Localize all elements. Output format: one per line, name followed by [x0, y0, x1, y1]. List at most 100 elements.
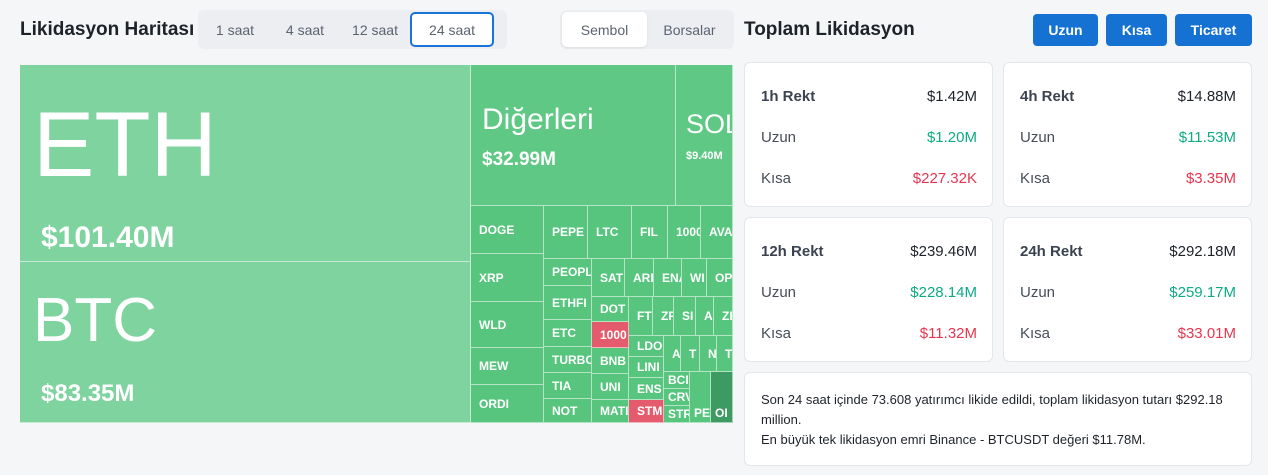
short-value: $11.32M	[919, 325, 977, 342]
tile-symbol: SOL	[686, 109, 732, 139]
time-option-24h[interactable]: 24 saat	[410, 12, 494, 47]
tile-amount: $32.99M	[482, 149, 556, 170]
tile-fil[interactable]: FIL	[632, 206, 668, 259]
tile-ft[interactable]: FT	[629, 297, 653, 336]
tile-amount: $101.40M	[41, 221, 175, 254]
view-selector: Sembol Borsalar	[560, 10, 734, 49]
rekt-card-1h: 1h Rekt $1.42M Uzun $1.20M Kısa $227.32K	[744, 62, 993, 207]
short-label: Kısa	[761, 325, 792, 342]
time-option-12h[interactable]: 12 saat	[352, 21, 398, 38]
time-range-selector: 1 saat 4 saat 12 saat 24 saat	[198, 10, 507, 49]
tile-n[interactable]: N	[700, 336, 717, 372]
liquidation-treemap: ETH $101.40M BTC $83.35M Diğerleri $32.9…	[20, 65, 733, 423]
tile-stm[interactable]: STM	[629, 400, 664, 423]
tile-sat[interactable]: SAT	[592, 259, 625, 297]
tile-mew[interactable]: MEW	[471, 348, 544, 385]
short-value: $33.01M	[1177, 325, 1236, 342]
tile-avax[interactable]: AVA	[701, 206, 733, 259]
tile-ens[interactable]: ENS	[629, 378, 664, 400]
rekt-card-12h: 12h Rekt $239.46M Uzun $228.14M Kısa $11.32…	[744, 217, 993, 362]
card-label: 1h Rekt	[761, 88, 816, 105]
tile-t[interactable]: T	[681, 336, 700, 372]
tile-tia[interactable]: TIA	[544, 373, 592, 399]
tile-op[interactable]: OP	[707, 259, 733, 297]
tile-strk[interactable]: STR	[664, 406, 690, 423]
long-value: $228.14M	[910, 284, 977, 301]
tile-wif[interactable]: WI	[682, 259, 707, 297]
tile-zi[interactable]: ZI	[714, 297, 733, 336]
short-button[interactable]: Kısa	[1106, 14, 1167, 46]
summary-line-1: Son 24 saat içinde 73.608 yatırımcı liki…	[761, 392, 1223, 427]
long-button[interactable]: Uzun	[1033, 14, 1098, 46]
tile-people[interactable]: PEOPL	[544, 259, 592, 286]
time-option-4h[interactable]: 4 saat	[285, 21, 325, 38]
tile-wld[interactable]: WLD	[471, 302, 544, 348]
tile-si[interactable]: SI	[674, 297, 696, 336]
tile-a[interactable]: A	[696, 297, 714, 336]
tile-amount: $83.35M	[41, 380, 135, 407]
long-label: Uzun	[1020, 129, 1056, 146]
card-label: 12h Rekt	[761, 243, 824, 260]
long-value: $11.53M	[1178, 129, 1236, 146]
trade-button[interactable]: Ticaret	[1175, 14, 1252, 46]
tile-crv[interactable]: CRV	[664, 389, 690, 406]
tile-matic[interactable]: MATI	[592, 400, 629, 423]
view-option-exchanges[interactable]: Borsalar	[663, 21, 716, 38]
card-label: 4h Rekt	[1020, 88, 1075, 105]
long-label: Uzun	[1020, 284, 1056, 301]
tile-ethfi[interactable]: ETHFI	[544, 286, 592, 320]
tile-pepe[interactable]: PEPE	[544, 206, 588, 259]
tile-xrp[interactable]: XRP	[471, 254, 544, 302]
tile-others[interactable]: Diğerleri $32.99M	[471, 65, 676, 206]
tile-link[interactable]: LINI	[629, 357, 664, 378]
card-total: $292.18M	[1169, 243, 1236, 260]
tile-eth[interactable]: ETH $101.40M	[20, 65, 471, 262]
card-total: $14.88M	[1177, 88, 1236, 105]
tile-zr[interactable]: ZR	[653, 297, 674, 336]
tile-not[interactable]: NOT	[544, 399, 592, 423]
tile-t2[interactable]: T	[717, 336, 733, 372]
long-label: Uzun	[761, 284, 797, 301]
tile-sol[interactable]: SOL $9.40M	[676, 65, 733, 206]
tile-ena[interactable]: ENA	[654, 259, 682, 297]
view-option-symbol[interactable]: Sembol	[562, 12, 647, 47]
card-total: $1.42M	[926, 88, 977, 105]
short-label: Kısa	[1020, 325, 1051, 342]
tile-etc[interactable]: ETC	[544, 320, 592, 347]
tile-1000-a[interactable]: 1000	[668, 206, 701, 259]
long-value: $259.17M	[1169, 284, 1236, 301]
short-label: Kısa	[761, 170, 792, 187]
tile-ordi[interactable]: ORDI	[471, 385, 544, 423]
rekt-card-4h: 4h Rekt $14.88M Uzun $11.53M Kısa $3.35M	[1003, 62, 1252, 207]
tile-oi[interactable]: OI	[711, 372, 733, 423]
tile-doge[interactable]: DOGE	[471, 206, 544, 254]
liquidation-summary: Son 24 saat içinde 73.608 yatırımcı liki…	[744, 372, 1252, 466]
rekt-card-24h: 24h Rekt $292.18M Uzun $259.17M Kısa $33.01…	[1003, 217, 1252, 362]
tile-pe[interactable]: PE	[690, 372, 711, 423]
card-label: 24h Rekt	[1020, 243, 1083, 260]
long-value: $1.20M	[926, 129, 977, 146]
tile-btc[interactable]: BTC $83.35M	[20, 262, 471, 423]
short-label: Kısa	[1020, 170, 1051, 187]
tile-turbo[interactable]: TURBO	[544, 347, 592, 373]
page-title: Likidasyon Haritası	[20, 19, 195, 40]
tile-bch[interactable]: BCI	[664, 372, 690, 389]
tile-bnb[interactable]: BNB	[592, 348, 629, 374]
tile-symbol: ETH	[33, 94, 217, 196]
tile-a2[interactable]: A	[664, 336, 681, 372]
tile-ltc[interactable]: LTC	[588, 206, 632, 259]
tile-symbol: BTC	[33, 286, 157, 355]
short-value: $227.32K	[912, 170, 977, 187]
tile-ari[interactable]: ARI	[625, 259, 654, 297]
time-option-1h[interactable]: 1 saat	[215, 21, 255, 38]
tile-ldo[interactable]: LDO	[629, 336, 664, 357]
card-total: $239.46M	[910, 243, 977, 260]
tile-symbol: Diğerleri	[482, 103, 594, 136]
tile-amount: $9.40M	[686, 150, 723, 162]
summary-line-2: En büyük tek likidasyon emri Binance - B…	[761, 432, 1146, 447]
tile-dot[interactable]: DOT	[592, 297, 629, 322]
tile-uni[interactable]: UNI	[592, 374, 629, 400]
short-value: $3.35M	[1185, 170, 1236, 187]
total-liquidation-title: Toplam Likidasyon	[744, 19, 915, 40]
tile-1000-short[interactable]: 1000	[592, 322, 629, 348]
